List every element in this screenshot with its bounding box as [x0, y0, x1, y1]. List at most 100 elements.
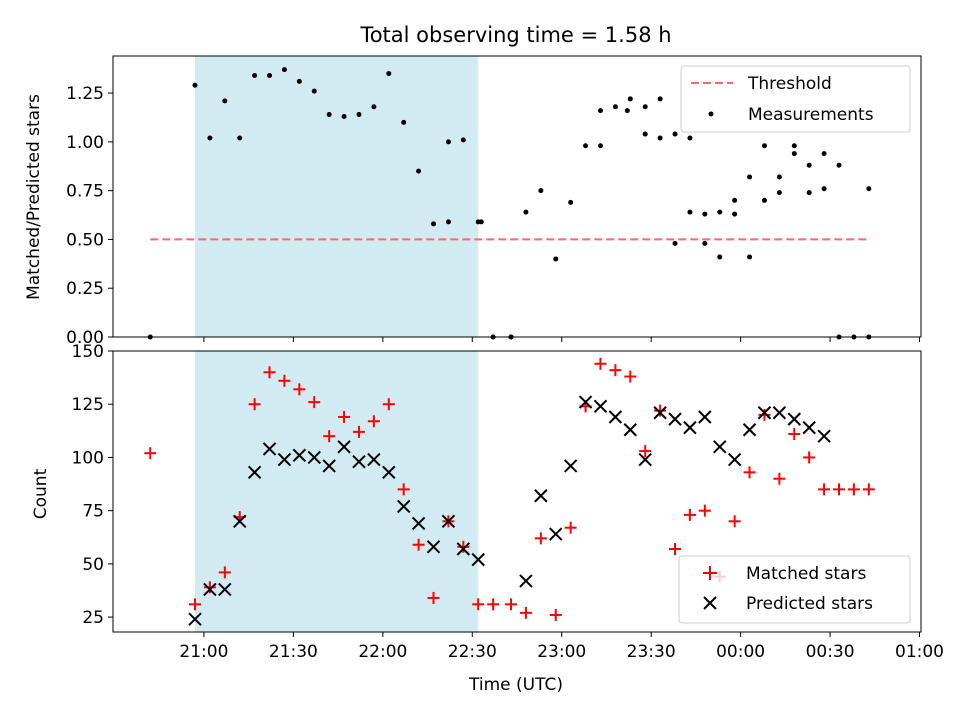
legend-measurements-label: Measurements [748, 105, 874, 125]
measurement-point [478, 219, 484, 225]
measurement-point [761, 197, 767, 203]
y-tick-label: 125 [72, 395, 104, 415]
matched-star-point [263, 366, 276, 379]
measurement-point [311, 88, 317, 94]
matched-star-point [833, 483, 846, 496]
y-tick-label: 0.50 [66, 230, 104, 250]
measurement-point [538, 188, 544, 194]
predicted-star-point [411, 516, 426, 531]
matched-star-point [382, 398, 395, 411]
legend-top: Threshold Measurements [680, 65, 911, 133]
measurement-point [222, 98, 228, 104]
x-tick-label: 01:00 [895, 642, 944, 662]
predicted-star-point [608, 410, 623, 424]
measurement-point [836, 162, 842, 168]
x-tick-label: 00:00 [716, 642, 765, 662]
measurement-point [702, 211, 708, 217]
y-tick-label: 150 [72, 342, 104, 362]
predicted-star-point [471, 552, 485, 567]
measurement-point [612, 104, 618, 110]
legend-measurements-swatch [708, 111, 714, 117]
chart-title: Total observing time = 1.58 h [359, 23, 671, 47]
matched-star-point [788, 428, 801, 441]
x-tick-label: 22:30 [448, 642, 497, 662]
measurement-point [672, 131, 678, 137]
matched-star-point [218, 566, 231, 579]
predicted-star-point [638, 452, 652, 467]
measurement-point [416, 168, 422, 174]
measurement-point [568, 199, 574, 205]
measurement-point [252, 73, 258, 79]
measurement-point [776, 190, 782, 196]
predicted-star-point [578, 395, 593, 409]
y-tick-label: 0.25 [66, 279, 104, 299]
measurement-point [791, 143, 797, 149]
legend-matched-swatch [703, 566, 717, 580]
matched-star-point [624, 370, 637, 383]
legend-top-frame [680, 65, 911, 133]
predicted-star-point [247, 465, 262, 480]
matched-star-point [293, 383, 306, 396]
measurement-point [207, 135, 213, 141]
legend-bottom-frame [678, 555, 911, 624]
measurement-point [326, 112, 332, 118]
measurement-point [657, 96, 663, 102]
predicted-star-point [623, 423, 638, 437]
matched-star-point [278, 374, 291, 387]
axes-frame [112, 350, 922, 633]
x-tick-label: 23:30 [627, 642, 676, 662]
measurement-point [821, 186, 827, 192]
predicted-star-point [757, 406, 772, 420]
observing-window-shade [194, 56, 479, 337]
measurement-point [791, 151, 797, 157]
predicted-star-point [352, 454, 366, 469]
matched-star-point [534, 532, 547, 545]
measurement-point [747, 254, 753, 260]
predicted-star-point [653, 406, 667, 420]
matched-star-point [609, 364, 622, 377]
predicted-star-point [698, 410, 712, 424]
y-tick-label: 1.00 [66, 133, 104, 153]
predicted-star-point [188, 612, 202, 626]
matched-star-point [773, 472, 786, 485]
top-panel: Matched/Predicted stars 0.00 0.25 0.50 0.75… [24, 55, 922, 348]
measurement-point [717, 209, 723, 215]
axes-frame [112, 55, 922, 338]
measurement-point [806, 190, 812, 196]
predicted-star-point [742, 423, 757, 437]
predicted-star-point [262, 442, 277, 456]
x-tick-label: 23:00 [537, 642, 586, 662]
measurement-point [687, 135, 693, 141]
measurement-point [624, 108, 630, 114]
predicted-star-point [683, 420, 697, 435]
predicted-star-point [218, 582, 232, 597]
predicted-star-point [203, 582, 217, 597]
matched-star-point [457, 540, 470, 553]
matched-star-point [505, 598, 518, 611]
measurement-point [702, 240, 708, 246]
predicted-star-point [563, 459, 578, 473]
measurement-point [776, 174, 782, 180]
matched-star-point [639, 445, 652, 458]
predicted-star-point [593, 399, 608, 414]
matched-star-point [203, 581, 216, 594]
measurement-point [732, 211, 738, 217]
x-tick-label: 22:00 [358, 642, 407, 662]
measurement-point [747, 174, 753, 180]
matched-star-point [549, 608, 562, 621]
legend-threshold-label: Threshold [747, 74, 832, 94]
measurement-point [296, 78, 302, 84]
matched-star-point [248, 398, 261, 411]
x-tick-label: 21:30 [269, 642, 318, 662]
matched-star-point [308, 396, 321, 409]
measurement-point [732, 197, 738, 203]
predicted-star-point [396, 499, 411, 514]
y-tick-label: 50 [82, 555, 104, 575]
measurement-point [583, 143, 589, 149]
predicted-star-point [713, 440, 727, 454]
matched-star-point [594, 357, 607, 370]
matched-star-point [352, 425, 365, 438]
x-axis-label: Time (UTC) [468, 675, 563, 695]
top-y-axis-label: Matched/Predicted stars [24, 94, 44, 300]
y-tick-label: 25 [82, 608, 104, 628]
